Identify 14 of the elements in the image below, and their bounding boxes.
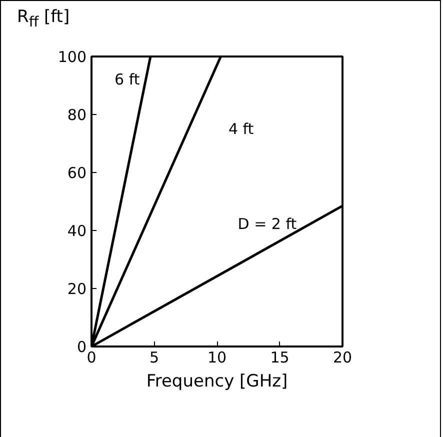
x-tick-label: 20 bbox=[332, 348, 352, 366]
y-tick-label: 40 bbox=[67, 222, 87, 240]
x-tick-label: 15 bbox=[270, 348, 290, 366]
x-axis-title: Frequency [GHz] bbox=[146, 372, 288, 392]
text: 4 ft bbox=[228, 120, 254, 138]
series-label: 6 ft bbox=[114, 70, 140, 89]
y-tick-label: 80 bbox=[67, 106, 87, 124]
x-tick-label: 10 bbox=[207, 348, 227, 366]
y-tick-label: 20 bbox=[67, 280, 87, 298]
series-label: D = 2 ft bbox=[238, 215, 297, 234]
y-tick-label: 100 bbox=[58, 48, 87, 66]
x-tick-label: 5 bbox=[149, 348, 160, 366]
y-axis-title: R$_{ff}$ [ft] bbox=[17, 6, 70, 32]
y-tick-label: 60 bbox=[67, 164, 87, 182]
